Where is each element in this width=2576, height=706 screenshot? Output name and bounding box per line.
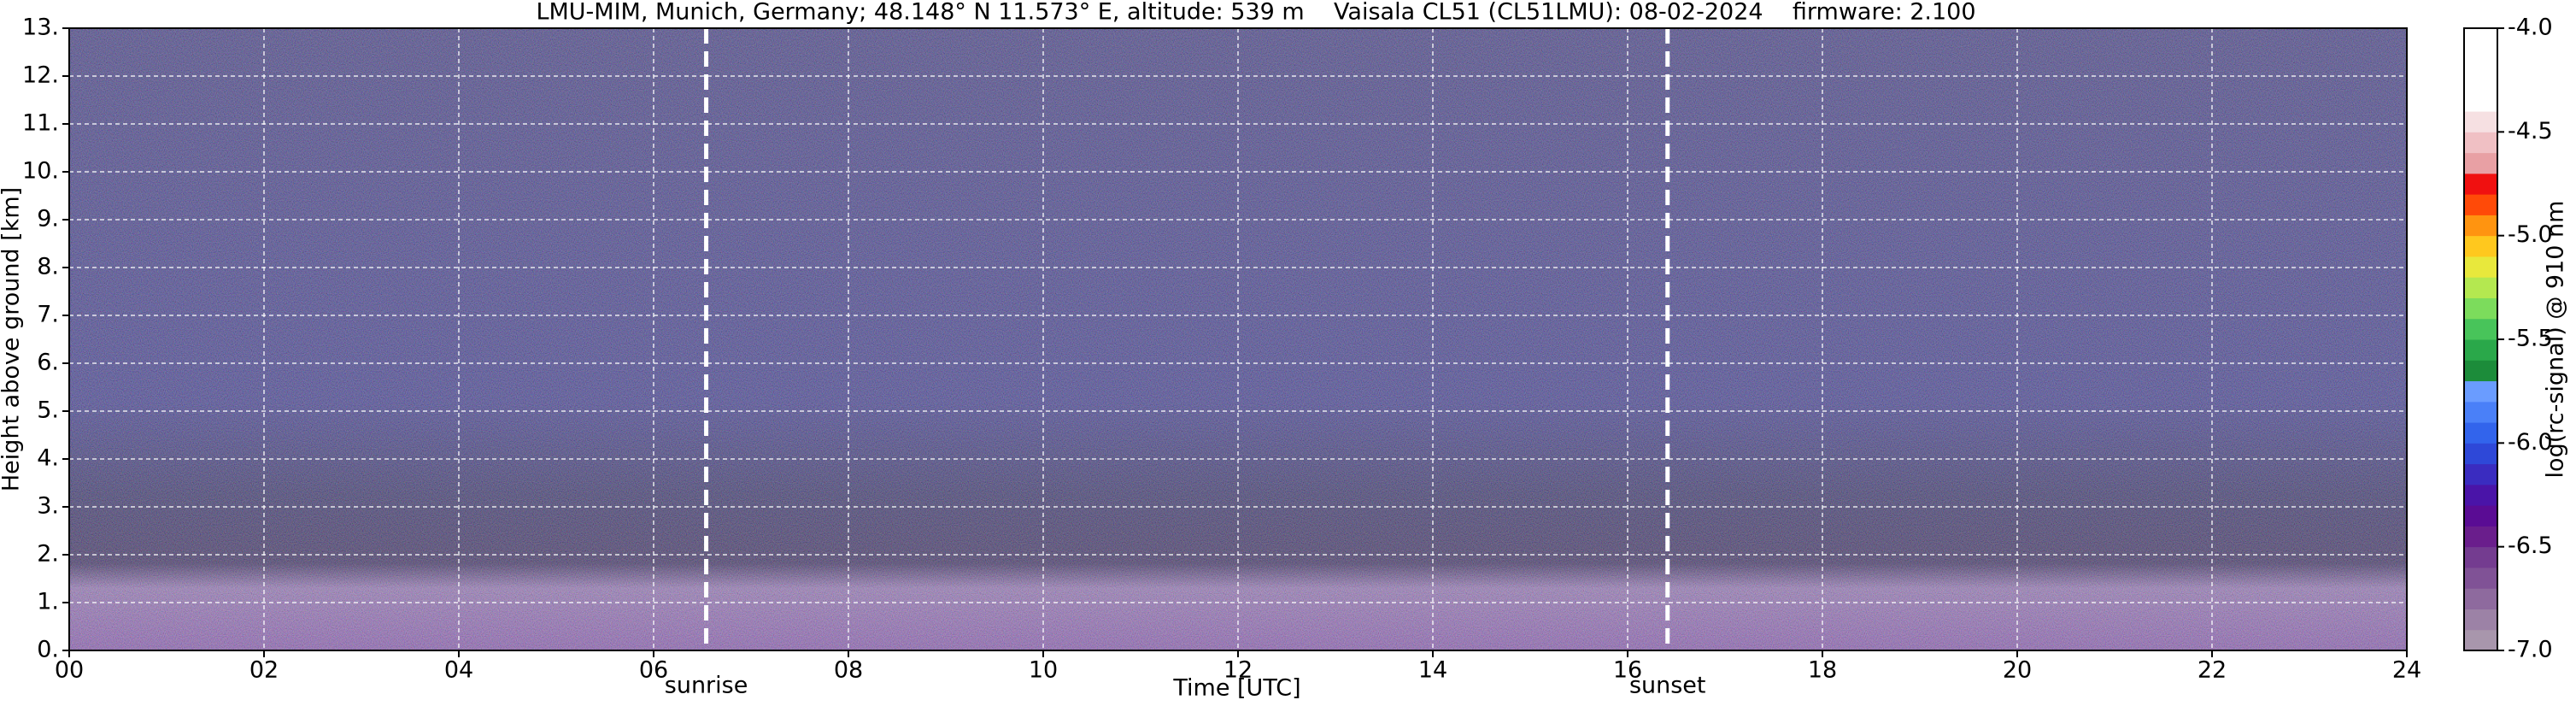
colorbar-band — [2464, 318, 2497, 340]
x-tick-label: 08 — [834, 657, 863, 684]
x-tick-label: 12 — [1223, 657, 1253, 684]
y-tick-label: 13. — [22, 15, 59, 41]
colorbar-band — [2464, 526, 2497, 548]
x-tick-label: 02 — [249, 657, 279, 684]
colorbar-band — [2464, 49, 2497, 71]
colorbar-tick-label: -7.0 — [2508, 637, 2553, 663]
y-tick-label: 10. — [22, 158, 59, 185]
colorbar-band — [2464, 173, 2497, 195]
y-tick-label: 12. — [22, 62, 59, 89]
colorbar-band — [2464, 235, 2497, 257]
y-tick-label: 9. — [37, 206, 59, 232]
y-tick-label: 6. — [37, 350, 59, 376]
x-tick-label: 24 — [2392, 657, 2421, 684]
y-tick-label: 0. — [37, 637, 59, 663]
colorbar-band — [2464, 567, 2497, 589]
x-axis-label: Time [UTC] — [1172, 675, 1300, 702]
colorbar-band — [2464, 422, 2497, 444]
colorbar-label: log(rc-signal) @ 910 nm — [2543, 201, 2569, 479]
colorbar-band — [2464, 152, 2497, 174]
marker-label: sunset — [1629, 673, 1706, 699]
colorbar-band — [2464, 401, 2497, 423]
y-tick-label: 8. — [37, 254, 59, 280]
colorbar-band — [2464, 277, 2497, 298]
colorbar-band — [2464, 339, 2497, 361]
colorbar-band — [2464, 588, 2497, 609]
colorbar-band — [2464, 256, 2497, 278]
chart-title: LMU-MIM, Munich, Germany; 48.148° N 11.5… — [536, 0, 1975, 26]
colorbar-tick-label: -4.0 — [2508, 15, 2553, 41]
x-tick-label: 18 — [1808, 657, 1837, 684]
colorbar-band — [2464, 484, 2497, 506]
colorbar-band — [2464, 443, 2497, 465]
colorbar-band — [2464, 505, 2497, 527]
colorbar-band — [2464, 28, 2497, 50]
y-tick-label: 3. — [37, 493, 59, 520]
colorbar-band — [2464, 132, 2497, 154]
x-tick-label: 10 — [1029, 657, 1058, 684]
colorbar-tick-label: -6.0 — [2508, 429, 2553, 456]
colorbar-band — [2464, 297, 2497, 320]
y-tick-label: 4. — [37, 445, 59, 472]
colorbar-band — [2464, 380, 2497, 403]
y-tick-label: 11. — [22, 110, 59, 137]
y-tick-label: 2. — [37, 541, 59, 568]
colorbar-band — [2464, 546, 2497, 568]
colorbar-band — [2464, 629, 2497, 651]
colorbar-band — [2464, 215, 2497, 237]
colorbar-band — [2464, 194, 2497, 215]
colorbar-band — [2464, 463, 2497, 485]
colorbar-band — [2464, 111, 2497, 132]
colorbar-band — [2464, 90, 2497, 112]
colorbar-band — [2464, 69, 2497, 91]
colorbar-band — [2464, 609, 2497, 631]
x-tick-label: 04 — [444, 657, 473, 684]
plot-frame — [68, 27, 2408, 651]
y-tick-label: 1. — [37, 589, 59, 615]
y-tick-label: 5. — [37, 397, 59, 424]
y-axis-label: Height above ground [km] — [0, 187, 25, 491]
colorbar-band — [2464, 360, 2497, 382]
marker-label: sunrise — [665, 673, 748, 699]
colorbar-tick-label: -4.5 — [2508, 118, 2553, 144]
x-tick-label: 16 — [1613, 657, 1642, 684]
colorbar-tick-label: -5.5 — [2508, 326, 2553, 352]
colorbar-tick-label: -6.5 — [2508, 532, 2553, 559]
x-tick-label: 20 — [2003, 657, 2032, 684]
y-tick-label: 7. — [37, 302, 59, 328]
colorbar-tick-label: -5.0 — [2508, 221, 2553, 248]
x-tick-label: 14 — [1418, 657, 1447, 684]
x-tick-label: 06 — [639, 657, 668, 684]
x-tick-label: 00 — [55, 657, 84, 684]
x-tick-label: 22 — [2198, 657, 2227, 684]
